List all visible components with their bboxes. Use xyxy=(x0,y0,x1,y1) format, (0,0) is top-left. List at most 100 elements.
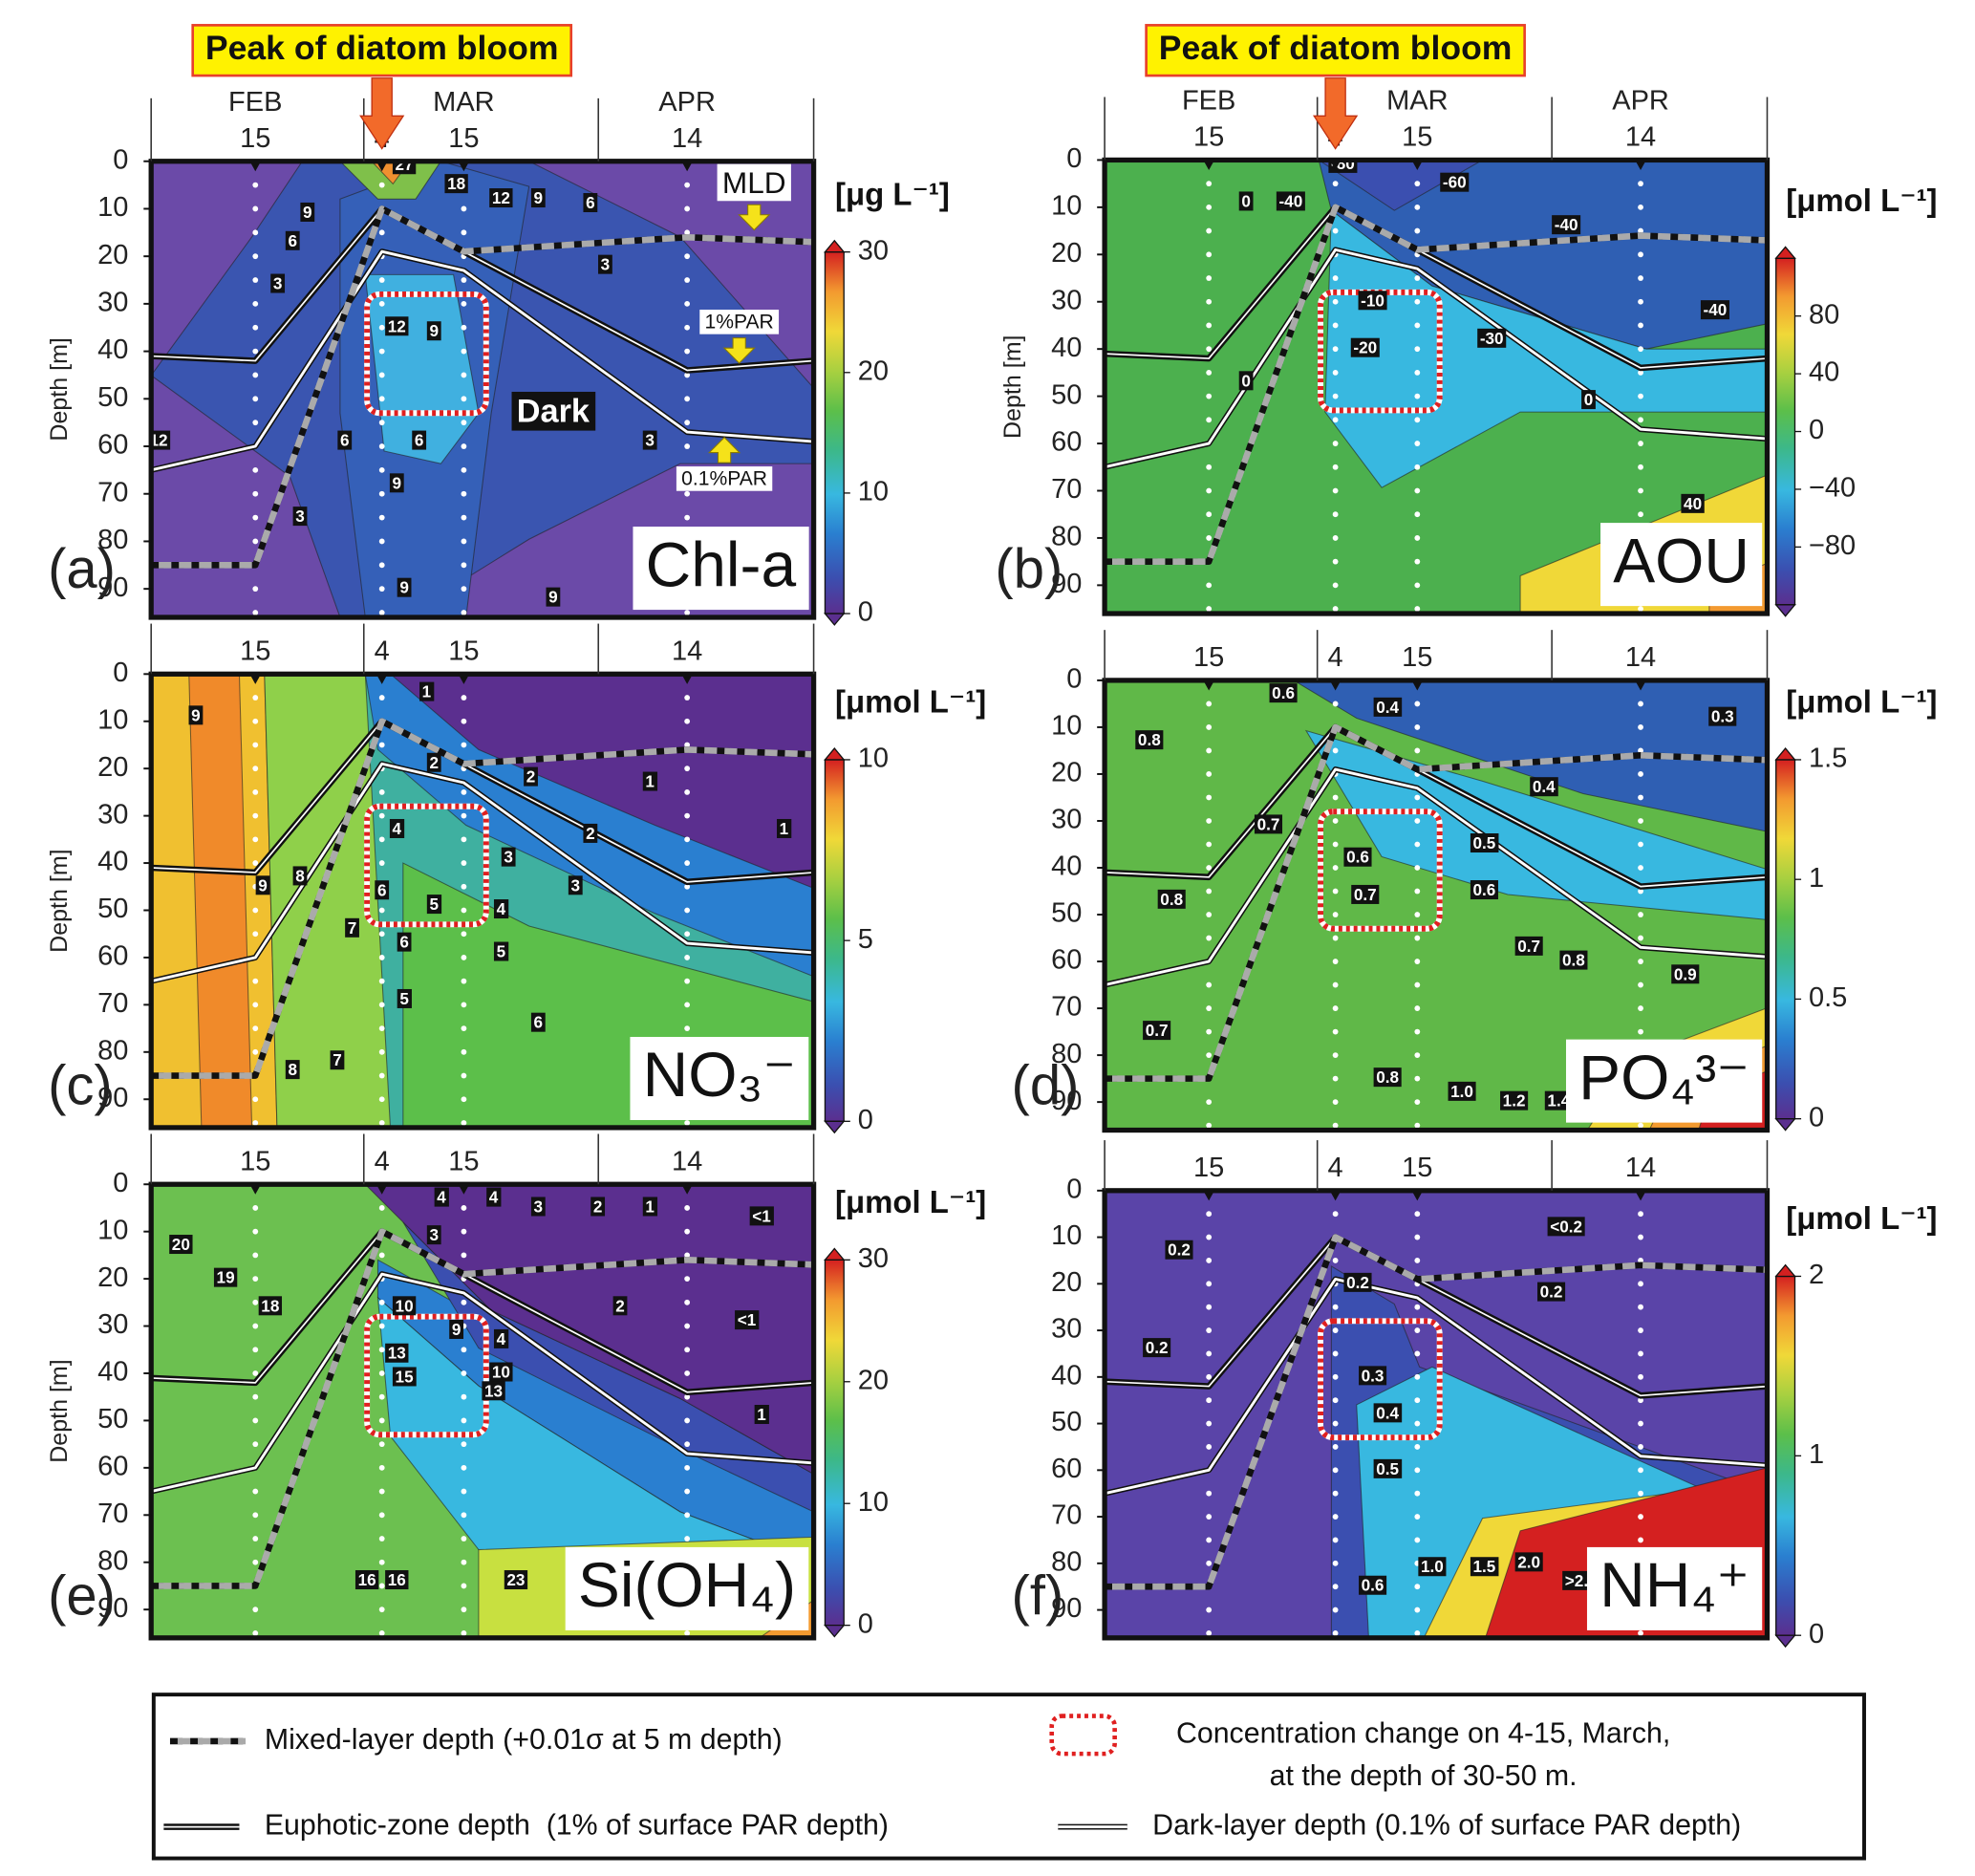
unit-label: [μmol L⁻¹] xyxy=(1786,684,1937,720)
sample-dot xyxy=(1414,417,1421,423)
sample-dot xyxy=(461,1370,467,1376)
variable-name: NO₃⁻ xyxy=(643,1039,796,1110)
contour-label-box xyxy=(1165,1240,1193,1260)
sample-dot xyxy=(1638,1537,1643,1543)
field-patch xyxy=(389,674,814,889)
y-tick-label: 70 xyxy=(97,988,128,1019)
sample-dot xyxy=(461,443,467,449)
x-tick-label: 14 xyxy=(1625,642,1656,673)
y-tick-label: 90 xyxy=(97,1083,128,1113)
sample-dot xyxy=(461,205,467,212)
contour-label-box xyxy=(493,899,509,919)
sample-dot xyxy=(1638,1467,1643,1474)
sample-dot xyxy=(461,1347,467,1353)
sample-dot xyxy=(1414,1630,1421,1636)
contour-label-box xyxy=(389,473,404,493)
change-box xyxy=(364,803,489,928)
mld-line xyxy=(1105,1234,1768,1590)
sample-dot xyxy=(1206,701,1213,707)
y-tick-label: 40 xyxy=(97,1357,128,1388)
sample-dot xyxy=(378,1606,385,1613)
contour-label-box xyxy=(426,321,441,341)
unit-label: [μmol L⁻¹] xyxy=(1786,1200,1937,1236)
sample-dot xyxy=(1332,1075,1339,1082)
sample-dot xyxy=(1638,298,1643,305)
sample-dot xyxy=(1638,275,1643,281)
sample-dot xyxy=(1332,1444,1339,1450)
x-tick-label: 4 xyxy=(1328,1153,1343,1183)
contour-label: -40 xyxy=(1555,215,1578,234)
y-tick-label: 10 xyxy=(1051,711,1082,742)
x-tick xyxy=(1634,679,1647,691)
y-tick-label: 40 xyxy=(1051,333,1082,363)
sample-dot xyxy=(684,978,691,984)
x-tick xyxy=(1202,679,1215,691)
legend-label: Dark-layer depth (0.1% of surface PAR de… xyxy=(1152,1810,1741,1842)
y-tick-label: 20 xyxy=(97,1262,128,1293)
x-tick-label: 4 xyxy=(375,1146,390,1176)
contour-label: 3 xyxy=(429,1225,439,1244)
sample-dot xyxy=(1638,1630,1643,1636)
sample-dot xyxy=(684,182,691,188)
sample-dot xyxy=(684,324,691,331)
contour-label-box xyxy=(426,1225,441,1245)
sample-dot xyxy=(1638,369,1643,376)
callout: Peak of diatom bloom xyxy=(205,29,559,67)
contour-label: 6 xyxy=(534,1013,544,1032)
unit-label: [μg L⁻¹] xyxy=(835,176,950,211)
sample-dot xyxy=(684,836,691,843)
x-tick-label: 14 xyxy=(1625,122,1656,153)
sample-dot xyxy=(461,1120,467,1126)
contour-label-box xyxy=(397,932,412,952)
contour-label: 5 xyxy=(399,989,409,1008)
colorbar-tick-label: 20 xyxy=(858,356,889,386)
contour-label: 0.8 xyxy=(1376,1067,1399,1087)
contour-label: 12 xyxy=(149,431,167,450)
field-patch xyxy=(376,1296,814,1601)
contour-label-box xyxy=(1671,964,1700,984)
sample-dot xyxy=(1332,582,1339,589)
sample-dot xyxy=(1206,841,1213,848)
yellow-arrow xyxy=(722,337,756,364)
sample-dot xyxy=(461,348,467,355)
sample-dot xyxy=(1332,322,1339,329)
contour-label-box xyxy=(1135,730,1164,750)
x-tick xyxy=(457,160,470,172)
sample-dot xyxy=(378,1536,385,1542)
sample-dot xyxy=(1206,1606,1213,1613)
x-tick-label: 15 xyxy=(448,636,479,667)
sample-dot xyxy=(378,1512,385,1519)
sample-dot xyxy=(1414,1397,1421,1404)
colorbar xyxy=(1775,759,1796,1120)
sample-dot xyxy=(1638,1258,1643,1263)
contour-label-box xyxy=(285,1060,300,1080)
sample-dot xyxy=(1332,181,1339,187)
contour-label: 9 xyxy=(534,188,544,207)
sample-dot xyxy=(684,883,691,890)
sample-dot xyxy=(1414,1304,1421,1310)
sample-dot xyxy=(1638,204,1643,210)
sample-dot xyxy=(252,1488,259,1495)
y-tick-label: 80 xyxy=(1051,522,1082,552)
contour-label-box xyxy=(642,430,657,450)
x-tick xyxy=(1329,679,1342,691)
y-tick-label: 50 xyxy=(97,382,128,413)
contour-label: 0.4 xyxy=(1376,1403,1399,1422)
legend-label: Concentration change on 4-15, March, xyxy=(1176,1717,1670,1749)
sample-dot xyxy=(1414,275,1421,281)
sample-dot xyxy=(684,1512,691,1519)
legend-box-sample xyxy=(1049,1714,1117,1757)
contour-label: 2 xyxy=(526,767,536,787)
sample-dot xyxy=(252,372,259,378)
sample-dot xyxy=(378,610,385,615)
x-tick xyxy=(457,672,470,684)
sample-dot xyxy=(378,1417,385,1424)
contour-label-box xyxy=(1418,1557,1447,1577)
mld-line xyxy=(151,205,814,569)
x-tick xyxy=(1410,679,1424,691)
sample-dot xyxy=(1332,1606,1339,1613)
sample-dot xyxy=(378,1096,385,1103)
sample-dot xyxy=(1332,865,1339,871)
sample-dot xyxy=(378,1347,385,1353)
